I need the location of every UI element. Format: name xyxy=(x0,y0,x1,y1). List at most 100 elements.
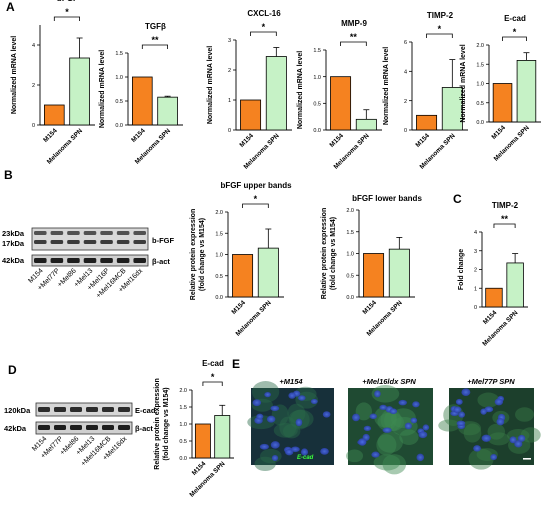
bar-m154 xyxy=(363,253,385,298)
band-bfgf-upper xyxy=(133,231,146,235)
cell-body xyxy=(468,448,494,470)
x-tick-label: M154 xyxy=(490,124,507,141)
x-tick-label: M154 xyxy=(130,127,147,144)
micrograph-background xyxy=(348,388,433,465)
y-tick-label: 1.5 xyxy=(115,51,123,57)
y-tick-label: 2.0 xyxy=(476,43,484,49)
cell-nucleus xyxy=(389,408,398,415)
bar-m154 xyxy=(416,114,438,131)
chart-a-0: bFGFNormalized mRNA level024M154Melanoma… xyxy=(11,0,95,166)
y-axis-label: Normalized mRNA level xyxy=(99,50,106,128)
significance-marker: * xyxy=(211,372,215,382)
y-tick-label: 1.5 xyxy=(346,230,354,236)
cell-nucleus xyxy=(371,451,380,458)
x-tick-label: M154 xyxy=(191,460,208,477)
y-tick-label: 2.0 xyxy=(215,210,223,216)
panel-label-e: E xyxy=(232,357,241,371)
y-tick-label: 0.5 xyxy=(115,99,123,105)
cell-nucleus xyxy=(270,441,280,449)
cell-nucleus xyxy=(481,434,491,442)
band-bact xyxy=(116,258,130,263)
cell-body xyxy=(515,407,534,422)
chart-title: bFGF lower bands xyxy=(352,194,422,203)
y-tick-label: 2 xyxy=(228,68,231,74)
band-bact xyxy=(133,258,146,263)
cell-nucleus xyxy=(422,424,430,431)
y-tick-label: 0.0 xyxy=(346,295,354,301)
y-tick-label: 0.5 xyxy=(346,273,354,279)
y-tick-label: 1 xyxy=(228,98,231,104)
cell-body xyxy=(399,429,419,446)
cell-nucleus xyxy=(290,446,300,453)
y-tick-label: 0.0 xyxy=(313,128,321,134)
band-bact xyxy=(83,258,97,263)
y-tick-label: 6 xyxy=(404,40,407,46)
x-tick-label: M154 xyxy=(482,309,499,326)
cell-nucleus xyxy=(456,420,466,426)
band-bfgf-lower xyxy=(50,240,64,244)
cell-nucleus xyxy=(374,390,381,398)
bar-m154 xyxy=(492,83,513,123)
cell-body xyxy=(288,409,314,429)
cell-nucleus xyxy=(266,415,276,423)
cell-body xyxy=(520,427,541,443)
cell-nucleus xyxy=(416,453,425,462)
bar-melanoma-spn xyxy=(214,415,231,459)
cell-nucleus xyxy=(252,399,262,407)
blot-d-label-bact: β-act xyxy=(135,424,153,433)
cell-nucleus xyxy=(264,391,271,398)
cell-body xyxy=(254,456,276,472)
x-tick-label: M154 xyxy=(362,299,379,316)
band-bfgf-lower xyxy=(34,240,47,244)
band-bfgf-upper xyxy=(83,231,97,235)
cell-body xyxy=(376,434,397,456)
y-tick-label: 1.5 xyxy=(179,405,187,411)
y-axis-label: Fold change xyxy=(458,249,465,290)
band-bfgf-upper xyxy=(67,231,80,235)
significance-bracket xyxy=(250,31,277,36)
chart-d-9: E-cad Relative protein expression (fold ch… xyxy=(154,359,234,499)
cell-nucleus xyxy=(461,388,471,396)
cell-body xyxy=(477,392,500,408)
cell-nucleus xyxy=(363,425,372,432)
significance-marker: * xyxy=(513,27,517,37)
band-bfgf-upper xyxy=(50,231,64,235)
chart-a-5: E-cad Normalized mRNA level 0.0 0.5 1.0 1.5 2.… xyxy=(460,14,541,163)
cell-nucleus xyxy=(418,431,428,439)
bar-melanoma-spn xyxy=(257,247,279,298)
band-ecad xyxy=(118,407,130,412)
y-tick-label: 0.0 xyxy=(179,456,187,462)
cell-nucleus xyxy=(369,413,377,420)
micrograph-stain-label: E-cad xyxy=(297,455,314,461)
y-axis-label: (fold change vs M154) xyxy=(330,217,337,290)
chart-title: CXCL-16 xyxy=(247,9,281,18)
micrograph-panel-0 xyxy=(247,381,334,472)
band-bfgf-lower xyxy=(100,240,113,244)
y-tick-label: 0 xyxy=(32,123,35,129)
band-bact xyxy=(118,425,130,430)
band-bfgf-upper xyxy=(100,231,113,235)
cell-nucleus xyxy=(496,418,505,426)
cell-body xyxy=(346,449,364,463)
bar-m154 xyxy=(194,423,211,459)
x-tick-label: M154 xyxy=(415,132,432,149)
chart-title: TIMP-2 xyxy=(492,201,519,210)
bar-melanoma-spn xyxy=(157,96,178,126)
cell-nucleus xyxy=(398,399,407,406)
cell-nucleus xyxy=(382,427,392,433)
significance-marker: ** xyxy=(151,35,159,45)
cell-body xyxy=(487,432,510,446)
band-bfgf-lower xyxy=(133,240,146,244)
x-tick-label: M154 xyxy=(239,132,256,149)
y-tick-label: 0.5 xyxy=(476,101,484,107)
blot-d-marker-42kda: 42kDa xyxy=(4,424,27,433)
bar-melanoma-spn xyxy=(388,248,410,298)
y-tick-label: 0.5 xyxy=(313,102,321,108)
bar-melanoma-spn xyxy=(506,262,524,308)
y-tick-label: 0 xyxy=(474,305,477,311)
cell-body xyxy=(373,454,401,471)
cell-body xyxy=(259,448,282,464)
blot-b-label-bact: β-act xyxy=(152,257,170,266)
band-ecad xyxy=(86,407,98,412)
